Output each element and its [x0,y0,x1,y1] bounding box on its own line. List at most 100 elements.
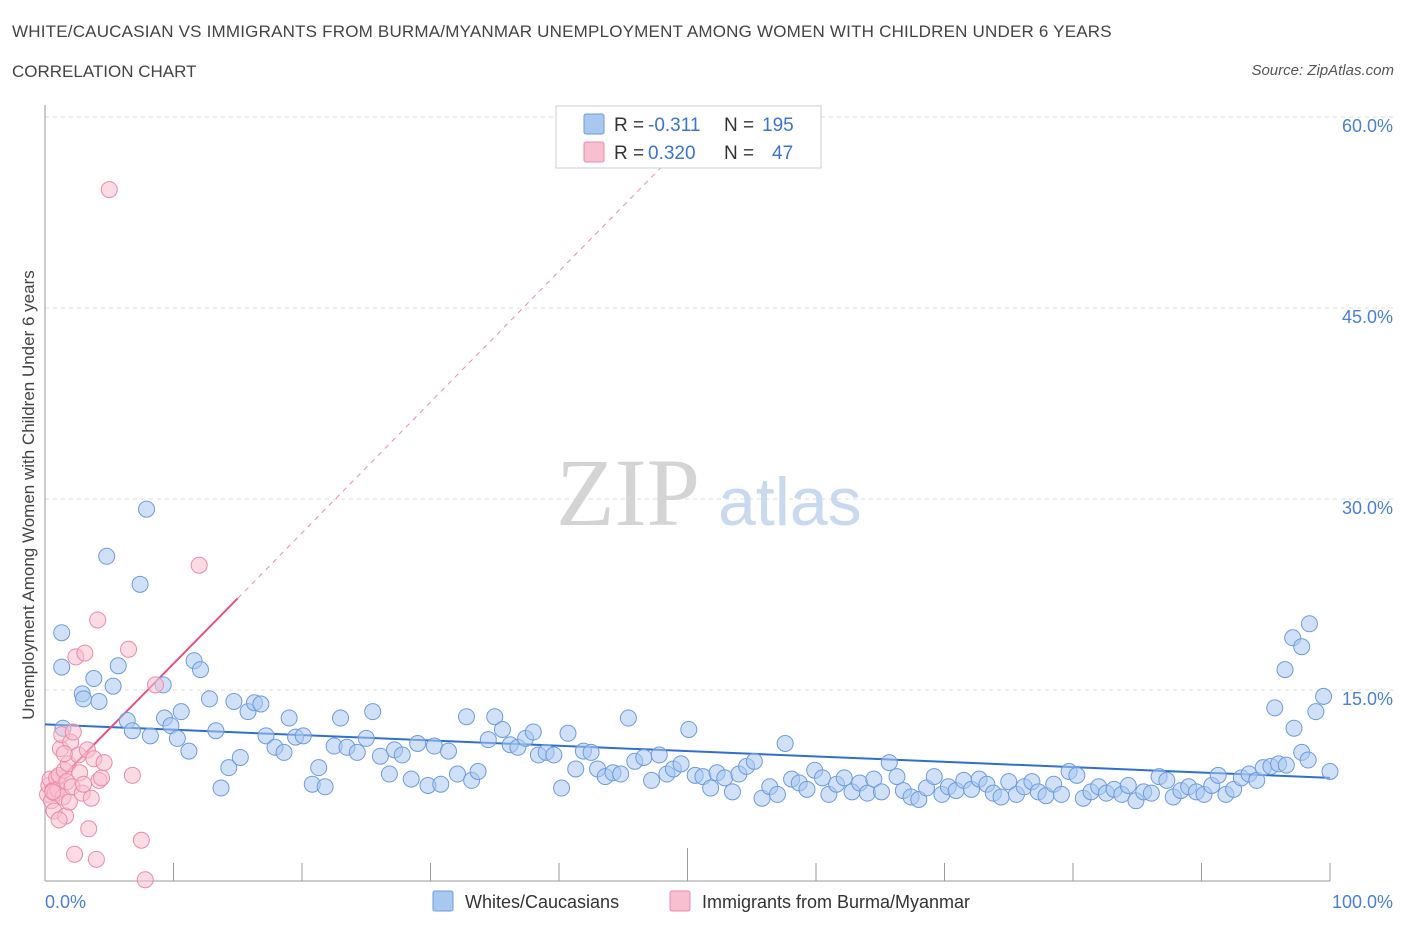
point-whites [716,769,734,787]
point-whites [1293,638,1311,656]
point-whites [85,670,103,688]
point-burma [64,723,82,741]
point-whites [380,765,398,783]
point-whites [225,692,243,710]
point-burma [95,754,113,772]
point-whites [220,759,238,777]
point-whites [348,743,366,761]
point-burma [80,820,98,838]
y-axis-title: Unemployment Among Women with Children U… [19,270,38,719]
point-burma [120,640,138,658]
point-whites [1276,661,1294,679]
point-whites [53,658,71,676]
series-burma-points [39,181,208,889]
point-whites [680,720,698,738]
point-whites [402,770,420,788]
point-whites [448,765,466,783]
point-whites [798,780,816,798]
point-whites [1307,703,1325,721]
point-whites [310,759,328,777]
point-whites [992,788,1010,806]
point-whites [545,746,563,764]
point-whites [172,703,190,721]
point-whites [180,742,198,760]
point-whites [75,690,93,708]
point-whites [257,727,275,745]
bottom-legend-label-blue: Whites/Caucasians [465,892,619,912]
legend-r-value-pink: 0.320 [648,143,696,164]
legend-swatch-blue [583,113,605,135]
trend-line-burma-extension [237,166,663,599]
point-whites [1285,719,1303,737]
point-whites [1277,756,1295,774]
point-whites [252,695,270,713]
y-tick-labels: 15.0% 30.0% 45.0% 60.0% [1342,116,1393,709]
point-burma [190,556,208,574]
point-burma [76,644,94,662]
y-tick-label: 45.0% [1342,307,1393,327]
point-whites [582,743,600,761]
point-whites [432,775,450,793]
legend-n-value-pink: 47 [772,143,793,164]
point-whites [643,771,661,789]
series-legend: Whites/Caucasians Immigrants from Burma/… [432,890,970,912]
point-burma [132,831,150,849]
bottom-legend-label-pink: Immigrants from Burma/Myanmar [702,892,970,912]
bottom-legend-swatch-pink [669,890,691,912]
point-whites [393,746,411,764]
point-whites [53,624,71,642]
y-tick-label: 60.0% [1342,116,1393,136]
point-whites [865,770,883,788]
point-whites [880,754,898,772]
point-whites [1142,784,1160,802]
point-whites [280,709,298,727]
point-whites [332,709,350,727]
point-whites [231,748,249,766]
point-whites [479,731,497,749]
point-whites [888,768,906,786]
point-burma [136,871,154,889]
point-whites [1266,699,1284,717]
bottom-legend-swatch-blue [432,890,454,912]
point-burma [100,181,118,199]
point-whites [371,747,389,765]
point-burma [89,611,107,629]
point-whites [131,575,149,593]
series-whites-points [53,500,1339,810]
point-whites [357,729,375,747]
point-whites [619,709,637,727]
point-whites [567,760,585,778]
correlation-legend: R = -0.311 N = 195 R = 0.320 N = 47 [555,105,822,169]
point-whites [835,769,853,787]
point-whites [1321,762,1339,780]
legend-swatch-pink [583,141,605,163]
point-whites [553,779,571,797]
point-whites [1119,777,1137,794]
legend-r-value-blue: -0.311 [648,115,700,136]
grid-lines [45,116,1393,691]
point-whites [123,722,141,740]
y-tick-label: 15.0% [1342,689,1393,709]
point-whites [1300,615,1318,633]
point-whites [1068,766,1086,784]
point-whites [612,765,630,783]
point-whites [109,657,127,675]
point-whites [873,783,891,801]
point-whites [138,500,156,518]
x-tick-marks [173,848,1331,881]
point-whites [1158,771,1176,789]
chart-subtitle: CORRELATION CHART [12,62,197,81]
point-whites [635,748,653,766]
watermark-zip: ZIP [556,439,700,546]
point-whites [409,734,427,752]
point-burma [123,766,141,784]
point-whites [212,779,230,797]
point-whites [745,752,763,770]
point-whites [439,742,457,760]
point-burma [147,676,165,694]
point-burma [93,769,111,787]
x-tick-label-max: 100.0% [1332,892,1393,912]
point-whites [316,778,334,796]
point-whites [925,768,943,786]
